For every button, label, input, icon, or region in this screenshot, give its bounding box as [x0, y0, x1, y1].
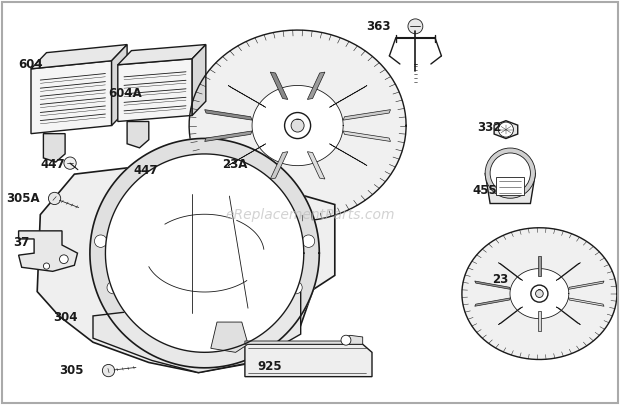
Text: 332: 332: [477, 121, 502, 134]
Polygon shape: [510, 269, 569, 319]
Polygon shape: [192, 45, 206, 115]
Polygon shape: [252, 85, 343, 166]
Circle shape: [341, 335, 351, 345]
Polygon shape: [228, 144, 266, 166]
Text: eReplacementParts.com: eReplacementParts.com: [225, 208, 395, 222]
Circle shape: [490, 153, 530, 193]
Polygon shape: [43, 134, 65, 162]
Text: 455: 455: [472, 184, 497, 197]
Text: 305: 305: [59, 364, 84, 377]
Text: 23: 23: [492, 273, 508, 286]
Circle shape: [131, 194, 143, 207]
Text: 304: 304: [53, 311, 78, 324]
Polygon shape: [112, 45, 127, 126]
Polygon shape: [19, 231, 78, 271]
Polygon shape: [31, 61, 112, 134]
Text: 305A: 305A: [6, 192, 40, 205]
Polygon shape: [475, 298, 510, 306]
Polygon shape: [329, 144, 367, 166]
Text: 447: 447: [40, 158, 65, 171]
Circle shape: [64, 157, 76, 169]
Circle shape: [102, 364, 115, 377]
Circle shape: [531, 285, 548, 302]
Circle shape: [498, 122, 513, 137]
Circle shape: [285, 113, 311, 139]
Polygon shape: [496, 177, 524, 195]
Polygon shape: [270, 72, 288, 100]
Polygon shape: [475, 281, 510, 290]
Circle shape: [43, 263, 50, 269]
Circle shape: [234, 312, 247, 324]
Circle shape: [536, 290, 543, 297]
Polygon shape: [270, 151, 288, 179]
Polygon shape: [205, 110, 252, 120]
Text: 925: 925: [257, 360, 282, 373]
Polygon shape: [556, 263, 580, 280]
Polygon shape: [343, 110, 391, 120]
Circle shape: [485, 148, 536, 198]
Polygon shape: [485, 173, 536, 203]
Polygon shape: [31, 45, 127, 69]
Text: 447: 447: [133, 164, 158, 177]
Circle shape: [151, 163, 163, 175]
Polygon shape: [329, 85, 367, 107]
Polygon shape: [93, 292, 301, 373]
Circle shape: [408, 19, 423, 34]
Text: 604: 604: [19, 58, 43, 71]
Circle shape: [198, 178, 211, 190]
Polygon shape: [308, 72, 325, 100]
Polygon shape: [498, 307, 523, 324]
Polygon shape: [118, 45, 206, 65]
Polygon shape: [569, 281, 604, 290]
Circle shape: [266, 194, 278, 207]
Circle shape: [291, 119, 304, 132]
Polygon shape: [127, 122, 149, 148]
Circle shape: [162, 312, 175, 324]
Circle shape: [107, 281, 120, 294]
Polygon shape: [494, 121, 518, 139]
Polygon shape: [556, 307, 580, 324]
Polygon shape: [462, 228, 617, 360]
Text: 37: 37: [14, 237, 30, 249]
Polygon shape: [189, 30, 406, 221]
Polygon shape: [538, 256, 541, 277]
Polygon shape: [343, 131, 391, 141]
Polygon shape: [538, 311, 541, 331]
Circle shape: [94, 235, 107, 247]
Polygon shape: [569, 298, 604, 306]
Polygon shape: [118, 59, 192, 122]
Text: 363: 363: [366, 20, 391, 33]
Circle shape: [48, 192, 61, 205]
Text: 604A: 604A: [108, 87, 142, 100]
Polygon shape: [211, 322, 248, 352]
Circle shape: [303, 235, 315, 247]
Polygon shape: [205, 131, 252, 141]
Polygon shape: [498, 263, 523, 280]
Circle shape: [290, 281, 302, 294]
Polygon shape: [37, 166, 335, 373]
Polygon shape: [228, 85, 266, 107]
Polygon shape: [245, 335, 363, 344]
Polygon shape: [245, 344, 372, 377]
Polygon shape: [90, 139, 319, 368]
Text: 23A: 23A: [222, 158, 247, 171]
Polygon shape: [308, 151, 325, 179]
Polygon shape: [105, 154, 304, 352]
Circle shape: [60, 255, 68, 264]
